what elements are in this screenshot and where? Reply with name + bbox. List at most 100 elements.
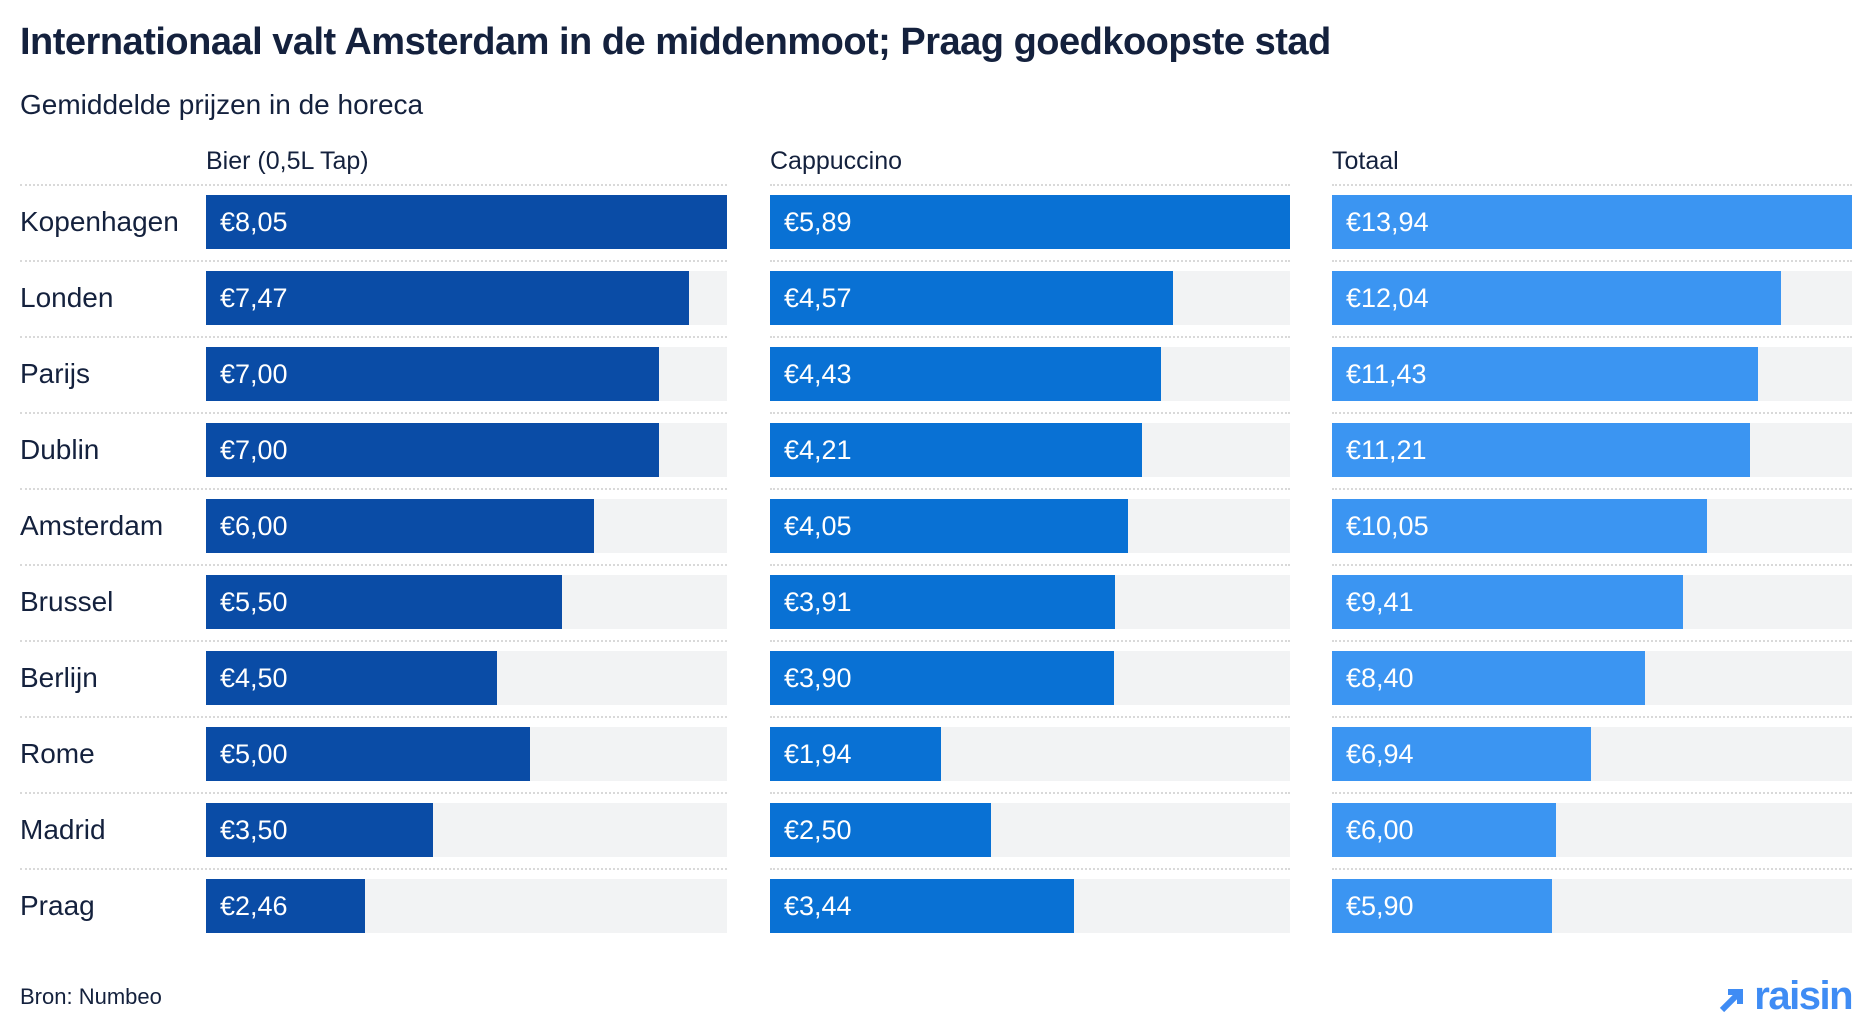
bar-track-bier: €3,50 <box>206 803 727 857</box>
table-row: Brussel €5,50 €3,91 €9,41 <box>20 564 1852 640</box>
bar-bier: €5,50 <box>206 575 562 629</box>
bar-totaal: €6,00 <box>1332 803 1556 857</box>
column-header-bier: Bier (0,5L Tap) <box>206 147 369 175</box>
bar-bier: €8,05 <box>206 195 727 249</box>
bar-totaal: €9,41 <box>1332 575 1683 629</box>
bar-value-label: €10,05 <box>1346 510 1429 541</box>
bar-value-label: €1,94 <box>784 738 852 769</box>
bar-bier: €7,00 <box>206 423 660 477</box>
bar-value-label: €5,89 <box>784 206 852 237</box>
row-label-city: Londen <box>20 282 114 313</box>
bar-value-label: €4,05 <box>784 510 852 541</box>
table-row: Parijs €7,00 €4,43 €11,43 <box>20 336 1852 412</box>
table-row: Madrid €3,50 €2,50 €6,00 <box>20 792 1852 868</box>
bar-value-label: €2,46 <box>220 890 288 921</box>
bar-track-cappuccino: €5,89 <box>770 195 1290 249</box>
row-label-city: Rome <box>20 738 95 769</box>
table-row: Rome €5,00 €1,94 €6,94 <box>20 716 1852 792</box>
bar-cappuccino: €3,91 <box>770 575 1116 629</box>
bar-cappuccino: €4,43 <box>770 347 1162 401</box>
bar-cappuccino: €4,05 <box>770 499 1128 553</box>
bar-value-label: €8,40 <box>1346 662 1414 693</box>
bar-track-bier: €2,46 <box>206 879 727 933</box>
bar-cappuccino: €3,44 <box>770 879 1074 933</box>
row-label-city: Dublin <box>20 434 100 465</box>
bar-totaal: €11,43 <box>1332 347 1759 401</box>
row-label-city: Amsterdam <box>20 510 164 541</box>
bar-value-label: €9,41 <box>1346 586 1414 617</box>
bar-track-cappuccino: €3,44 <box>770 879 1290 933</box>
bar-track-bier: €7,00 <box>206 423 727 477</box>
logo-wordmark: raisin <box>1754 974 1853 1018</box>
bar-value-label: €11,43 <box>1346 358 1427 389</box>
row-label-city: Parijs <box>20 358 91 389</box>
column-headers: Bier (0,5L Tap) Cappuccino Totaal <box>20 146 1852 176</box>
bar-track-bier: €4,50 <box>206 651 727 705</box>
bar-bier: €3,50 <box>206 803 433 857</box>
bar-track-totaal: €11,21 <box>1332 423 1852 477</box>
bar-totaal: €12,04 <box>1332 271 1782 325</box>
bar-track-cappuccino: €3,90 <box>770 651 1290 705</box>
bar-value-label: €5,00 <box>220 738 288 769</box>
bar-track-bier: €7,00 <box>206 347 727 401</box>
bar-cappuccino: €4,57 <box>770 271 1174 325</box>
chart-rows: Kopenhagen €8,05 €5,89 €13,94 Londen <box>20 184 1852 944</box>
bar-cappuccino: €1,94 <box>770 727 942 781</box>
bar-track-bier: €6,00 <box>206 499 727 553</box>
bar-totaal: €8,40 <box>1332 651 1646 705</box>
table-row: Amsterdam €6,00 €4,05 €10,05 <box>20 488 1852 564</box>
bar-value-label: €3,90 <box>784 662 852 693</box>
bar-cappuccino: €5,89 <box>770 195 1290 249</box>
bar-bier: €5,00 <box>206 727 530 781</box>
bar-value-label: €8,05 <box>220 206 288 237</box>
column-header-totaal: Totaal <box>1332 147 1399 175</box>
bar-value-label: €3,50 <box>220 814 288 845</box>
bar-value-label: €4,50 <box>220 662 288 693</box>
bar-totaal: €11,21 <box>1332 423 1751 477</box>
bar-track-cappuccino: €4,05 <box>770 499 1290 553</box>
row-label-city: Praag <box>20 890 95 921</box>
bar-bier: €4,50 <box>206 651 498 705</box>
bar-totaal: €13,94 <box>1332 195 1852 249</box>
bar-value-label: €7,00 <box>220 358 288 389</box>
bar-bier: €6,00 <box>206 499 595 553</box>
row-label-city: Brussel <box>20 586 114 617</box>
bar-track-cappuccino: €4,21 <box>770 423 1290 477</box>
bar-bier: €7,47 <box>206 271 690 325</box>
bar-value-label: €4,57 <box>784 282 852 313</box>
bar-value-label: €11,21 <box>1346 434 1427 465</box>
bar-track-totaal: €5,90 <box>1332 879 1852 933</box>
bar-track-totaal: €11,43 <box>1332 347 1852 401</box>
bar-value-label: €6,00 <box>1346 814 1414 845</box>
bar-track-cappuccino: €4,57 <box>770 271 1290 325</box>
bar-value-label: €13,94 <box>1346 206 1429 237</box>
bar-bier: €2,46 <box>206 879 366 933</box>
bar-track-totaal: €6,00 <box>1332 803 1852 857</box>
bar-track-bier: €7,47 <box>206 271 727 325</box>
bar-track-bier: €5,00 <box>206 727 727 781</box>
bar-value-label: €6,00 <box>220 510 288 541</box>
bar-track-cappuccino: €1,94 <box>770 727 1290 781</box>
bar-value-label: €3,91 <box>784 586 852 617</box>
row-label-city: Berlijn <box>20 662 98 693</box>
footer: Bron: Numbeo raisin <box>20 974 1853 1019</box>
arrow-up-right-icon <box>1720 988 1744 1012</box>
bar-value-label: €4,43 <box>784 358 852 389</box>
bar-bier: €7,00 <box>206 347 660 401</box>
bar-value-label: €12,04 <box>1346 282 1429 313</box>
table-row: Praag €2,46 €3,44 €5,90 <box>20 868 1852 944</box>
bar-cappuccino: €2,50 <box>770 803 991 857</box>
bar-track-cappuccino: €2,50 <box>770 803 1290 857</box>
bar-totaal: €5,90 <box>1332 879 1553 933</box>
bar-track-totaal: €12,04 <box>1332 271 1852 325</box>
bar-track-bier: €8,05 <box>206 195 727 249</box>
bar-value-label: €2,50 <box>784 814 852 845</box>
table-row: Kopenhagen €8,05 €5,89 €13,94 <box>20 184 1852 260</box>
bar-cappuccino: €4,21 <box>770 423 1142 477</box>
bar-totaal: €10,05 <box>1332 499 1707 553</box>
table-row: Dublin €7,00 €4,21 €11,21 <box>20 412 1852 488</box>
table-row: Berlijn €4,50 €3,90 €8,40 <box>20 640 1852 716</box>
bar-track-totaal: €9,41 <box>1332 575 1852 629</box>
bar-totaal: €6,94 <box>1332 727 1591 781</box>
